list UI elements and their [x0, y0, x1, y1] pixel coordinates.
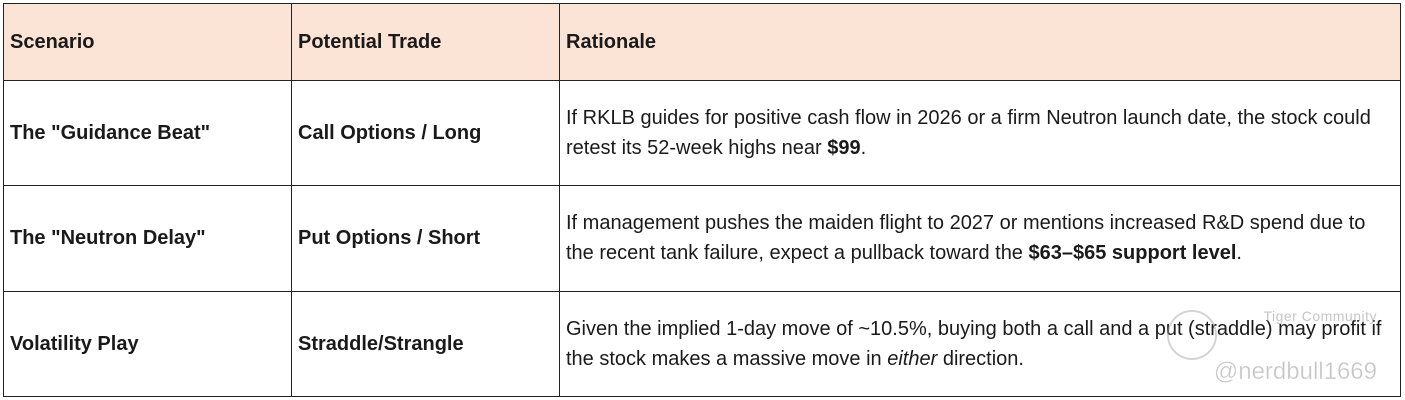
header-potential-trade: Potential Trade [291, 3, 560, 81]
header-row: Scenario Potential Trade Rationale [3, 3, 1401, 81]
trade-cell: Straddle/Strangle [291, 291, 560, 397]
rationale-cell: Given the implied 1-day move of ~10.5%, … [559, 291, 1401, 397]
table-row: The "Guidance Beat" Call Options / Long … [3, 80, 1401, 186]
rationale-text: If management pushes the maiden flight t… [566, 212, 1366, 265]
header-scenario: Scenario [3, 3, 292, 81]
rationale-bold: $99 [827, 136, 861, 159]
rationale-text-end: . [1236, 242, 1242, 265]
rationale-text: Given the implied 1-day move of ~10.5%, … [566, 318, 1382, 371]
rationale-cell: If management pushes the maiden flight t… [559, 184, 1401, 293]
rationale-cell: If RKLB guides for positive cash flow in… [559, 80, 1401, 186]
table-row: Volatility Play Straddle/Strangle Given … [3, 291, 1401, 397]
trade-cell: Call Options / Long [291, 80, 560, 186]
scenario-cell: Volatility Play [3, 291, 292, 397]
rationale-text-end: direction. [937, 348, 1024, 371]
scenario-cell: The "Guidance Beat" [3, 80, 292, 186]
rationale-text-end: . [860, 136, 867, 159]
trade-scenarios-table: Scenario Potential Trade Rationale The "… [3, 3, 1401, 397]
trade-cell: Put Options / Short [291, 184, 560, 293]
rationale-italic: either [887, 348, 938, 371]
rationale-bold: $63–$65 support level [1028, 242, 1237, 265]
table-row: The "Neutron Delay" Put Options / Short … [3, 184, 1401, 293]
rationale-text: If RKLB guides for positive cash flow in… [566, 106, 1371, 159]
header-rationale: Rationale [559, 3, 1401, 81]
scenario-cell: The "Neutron Delay" [3, 184, 292, 293]
